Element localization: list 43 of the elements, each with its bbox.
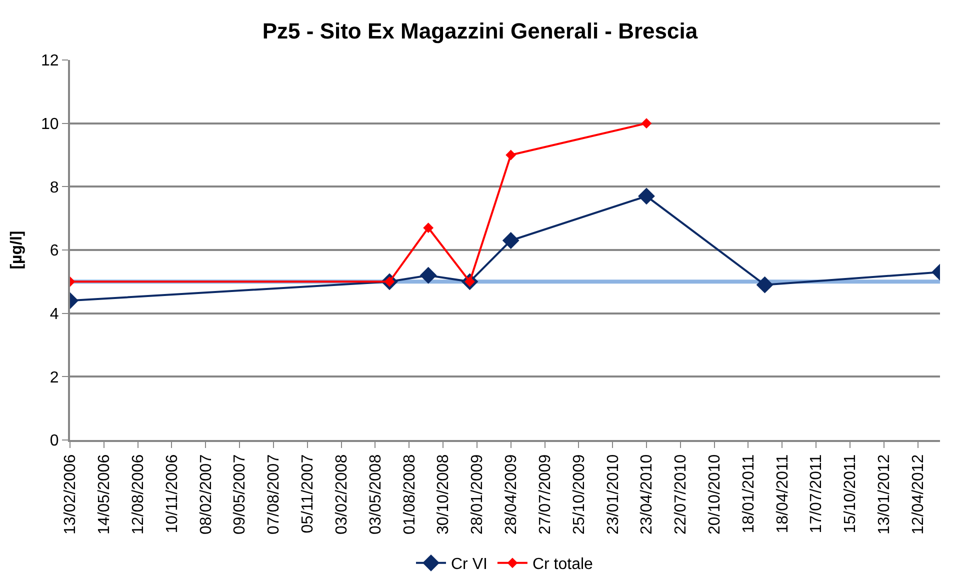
x-tick-label: 18/01/2011 bbox=[740, 454, 758, 534]
x-tick-label: 14/05/2006 bbox=[96, 454, 114, 534]
x-tick-label: 25/10/2009 bbox=[570, 454, 588, 534]
x-tick-label: 01/08/2008 bbox=[401, 454, 418, 534]
y-tick-label: 10 bbox=[41, 116, 59, 133]
y-tick-label: 4 bbox=[50, 306, 59, 323]
x-tick-label: 07/08/2007 bbox=[266, 454, 283, 534]
x-tick-label: 12/08/2006 bbox=[130, 454, 148, 534]
x-tick-label: 20/10/2010 bbox=[706, 454, 724, 534]
y-tick-label: 8 bbox=[50, 179, 59, 196]
x-tick-label: 13/01/2012 bbox=[876, 454, 894, 534]
y-tick-label: 0 bbox=[50, 432, 59, 450]
y-tick-label: 6 bbox=[50, 242, 59, 260]
x-tick-label: 09/05/2007 bbox=[232, 454, 249, 534]
point bbox=[506, 150, 516, 160]
x-tick-label: 18/04/2011 bbox=[774, 454, 792, 534]
x-tick-label: 27/07/2009 bbox=[536, 454, 554, 534]
x-tick-label: 28/01/2009 bbox=[469, 454, 486, 534]
x-tick-label: 22/07/2010 bbox=[672, 454, 690, 534]
y-tick-label: 12 bbox=[41, 52, 59, 70]
x-tick-label: 13/02/2006 bbox=[62, 454, 80, 534]
point bbox=[423, 222, 434, 234]
x-tick-label: 28/04/2009 bbox=[503, 454, 520, 534]
x-tick-label: 05/11/2007 bbox=[300, 454, 317, 534]
point bbox=[641, 118, 652, 129]
x-tick-label: 12/04/2012 bbox=[910, 454, 927, 534]
x-tick-label: 15/10/2011 bbox=[842, 454, 860, 534]
legend-label: Cr VI bbox=[451, 556, 488, 574]
x-tick-label: 03/02/2008 bbox=[333, 454, 350, 534]
x-tick-label: 08/02/2007 bbox=[198, 454, 215, 534]
point bbox=[638, 188, 655, 205]
y-axis-title: [µg/l] bbox=[8, 230, 26, 270]
point bbox=[420, 266, 437, 284]
x-tick-label: 17/07/2011 bbox=[808, 454, 826, 534]
legend-label: Cr totale bbox=[532, 556, 594, 574]
x-tick-label: 23/01/2010 bbox=[604, 454, 622, 534]
x-tick-label: 03/05/2008 bbox=[367, 454, 384, 534]
point bbox=[502, 232, 520, 249]
y-tick-label: 2 bbox=[50, 369, 59, 386]
x-tick-label: 10/11/2006 bbox=[164, 454, 181, 534]
chart-title: Pz5 - Sito Ex Magazzini Generali - Brescia bbox=[262, 18, 698, 44]
x-tick-label: 23/04/2010 bbox=[638, 454, 656, 534]
x-tick-label: 30/10/2008 bbox=[435, 454, 452, 534]
